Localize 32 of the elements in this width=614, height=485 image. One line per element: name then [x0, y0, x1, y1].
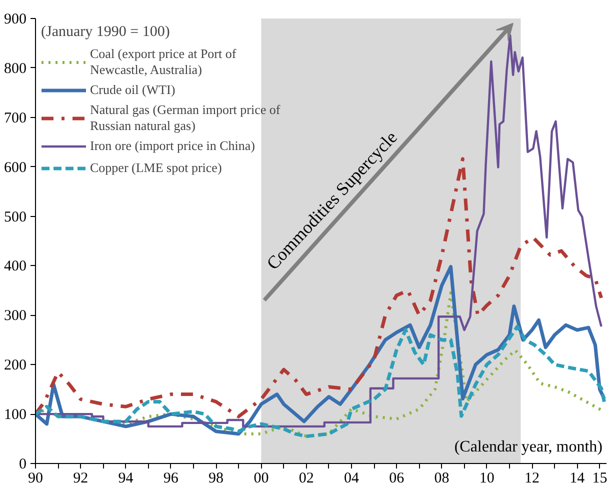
x-tick-label: 12: [524, 470, 540, 485]
x-tick-label: 15: [592, 470, 608, 485]
x-tick-label: 02: [298, 470, 314, 485]
y-tick-label: 100: [4, 407, 26, 424]
x-tick-label: 96: [163, 470, 179, 485]
line-series: [36, 324, 606, 438]
y-tick-label: 200: [4, 358, 26, 374]
legend-label: Crude oil (WTI): [90, 82, 176, 98]
x-tick-label: 00: [254, 470, 269, 485]
legend-label: Natural gas (German import price of Russian natural gas): [90, 102, 280, 133]
x-tick-label: 10: [479, 470, 494, 485]
x-tick-label: 90: [28, 470, 43, 485]
y-tick-label: 900: [4, 12, 26, 28]
x-tick-label: 06: [389, 470, 405, 485]
x-tick-label: 94: [118, 470, 134, 485]
legend-label: Copper (LME spot price): [90, 160, 222, 176]
x-tick-label: 98: [208, 470, 224, 485]
y-tick-label: 500: [4, 209, 26, 226]
legend-label: Coal (export price at Port of Newcastle, Australia): [90, 46, 236, 78]
y-tick-label: 800: [4, 60, 26, 77]
y-tick-label: 700: [4, 110, 26, 126]
x-tick-label: 04: [344, 470, 360, 485]
legend-title: (January 1990 = 100): [41, 24, 171, 41]
x-tick-label: 08: [434, 470, 450, 485]
legend-label: Iron ore (import price in China): [90, 138, 255, 154]
y-tick-label: 400: [4, 258, 26, 275]
y-tick-label: 600: [4, 160, 26, 176]
x-tick-label: 92: [73, 470, 88, 485]
annotation: (Calendar year, month): [454, 438, 602, 456]
y-tick-label: 0: [19, 456, 26, 472]
y-tick-label: 300: [4, 308, 26, 324]
x-tick-label: 14: [570, 470, 586, 485]
